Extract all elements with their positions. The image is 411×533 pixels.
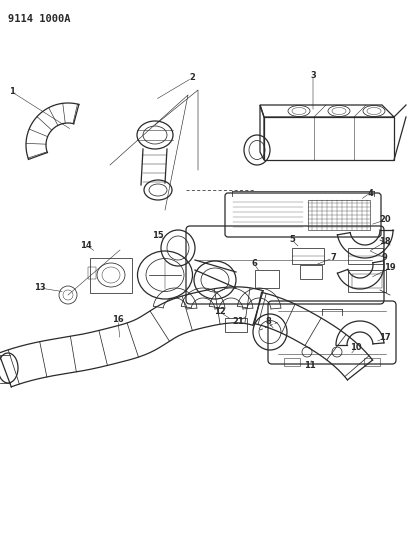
Text: 19: 19 xyxy=(384,263,396,272)
Bar xyxy=(255,270,279,288)
Text: 14: 14 xyxy=(80,240,92,249)
Bar xyxy=(90,258,132,293)
Text: 12: 12 xyxy=(214,308,226,317)
Bar xyxy=(348,248,383,264)
Text: 9: 9 xyxy=(382,254,388,262)
Text: 11: 11 xyxy=(304,360,316,369)
Bar xyxy=(264,117,394,160)
Bar xyxy=(364,358,380,366)
Text: 17: 17 xyxy=(379,334,391,343)
Bar xyxy=(300,265,322,279)
Text: 1: 1 xyxy=(9,87,15,96)
Bar xyxy=(352,274,382,288)
Text: 10: 10 xyxy=(350,343,362,352)
Bar xyxy=(308,200,370,230)
Bar xyxy=(292,248,324,264)
Bar xyxy=(88,267,96,279)
Bar xyxy=(225,318,247,332)
Text: 8: 8 xyxy=(265,318,271,327)
Text: 7: 7 xyxy=(330,254,336,262)
Text: 3: 3 xyxy=(310,70,316,79)
Text: 16: 16 xyxy=(112,316,124,325)
Text: 21: 21 xyxy=(232,318,244,327)
Text: 5: 5 xyxy=(289,236,295,245)
Text: 15: 15 xyxy=(152,230,164,239)
Text: 20: 20 xyxy=(379,215,391,224)
Text: 18: 18 xyxy=(379,238,391,246)
Text: 9114 1000A: 9114 1000A xyxy=(8,14,71,24)
Text: 2: 2 xyxy=(189,74,195,83)
Text: 6: 6 xyxy=(251,260,257,269)
Text: 4: 4 xyxy=(367,189,373,198)
Bar xyxy=(348,270,386,292)
Text: 13: 13 xyxy=(34,284,46,293)
Bar xyxy=(284,358,300,366)
